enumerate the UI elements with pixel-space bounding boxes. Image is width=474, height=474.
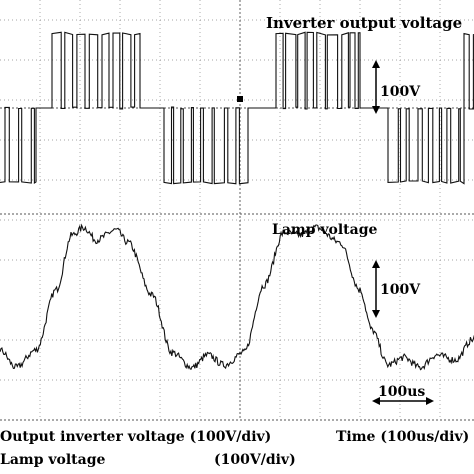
trigger-marker xyxy=(237,96,243,102)
series-inverter-output-voltage xyxy=(0,31,474,185)
upper-scale-label: 100V xyxy=(380,84,421,100)
time-scale-label: 100us xyxy=(378,384,425,400)
legend-time-label: Time (100us/div) xyxy=(336,429,469,445)
legend-lamp-scale-label: (100V/div) xyxy=(214,452,296,468)
series-lamp-voltage xyxy=(0,223,474,371)
legend-lamp-label: Lamp voltage xyxy=(0,452,106,468)
legend-inverter-label: Output inverter voltage (100V/div) xyxy=(0,429,271,445)
upper-scale-bar xyxy=(372,60,380,114)
inverter-voltage-trace xyxy=(0,31,474,185)
lower-scale-label: 100V xyxy=(380,282,421,298)
lower-scale-bar xyxy=(372,260,380,318)
time-scale-bar xyxy=(372,397,434,405)
lamp-voltage-trace xyxy=(0,223,474,371)
upper-title-label: Inverter output voltage xyxy=(266,14,462,32)
lower-title-label: Lamp voltage xyxy=(272,222,378,238)
